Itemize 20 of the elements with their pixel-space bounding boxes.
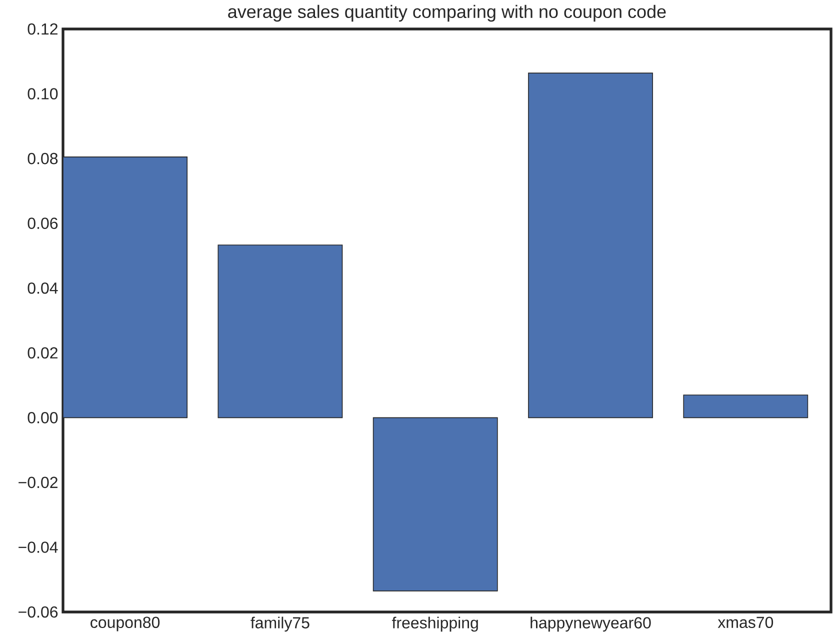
x-tick-label: happynewyear60 (530, 616, 651, 632)
y-tick-label: 0.02 (28, 347, 58, 359)
y-tick-label: −0.06 (18, 606, 58, 618)
y-tick-label: 0.06 (28, 218, 58, 229)
x-tick-label: xmas70 (718, 616, 774, 628)
chart-title: average sales quantity comparing with no coupon code (228, 4, 666, 22)
y-tick-label: 0.08 (28, 152, 58, 164)
y-tick-label: 0.04 (28, 282, 58, 294)
bar (372, 417, 498, 592)
x-tick-label: coupon80 (90, 616, 160, 632)
y-tick-label: 0.00 (28, 412, 58, 424)
bar (683, 394, 808, 418)
y-tick-label: −0.04 (18, 542, 58, 553)
x-tick-label: freeshipping (392, 616, 478, 632)
y-tick-label: −0.02 (18, 476, 58, 488)
x-tick-label: family75 (250, 616, 310, 632)
bar (218, 244, 343, 418)
bar (528, 72, 653, 418)
y-tick-label: 0.12 (28, 23, 58, 35)
y-tick-label: 0.10 (28, 88, 58, 100)
